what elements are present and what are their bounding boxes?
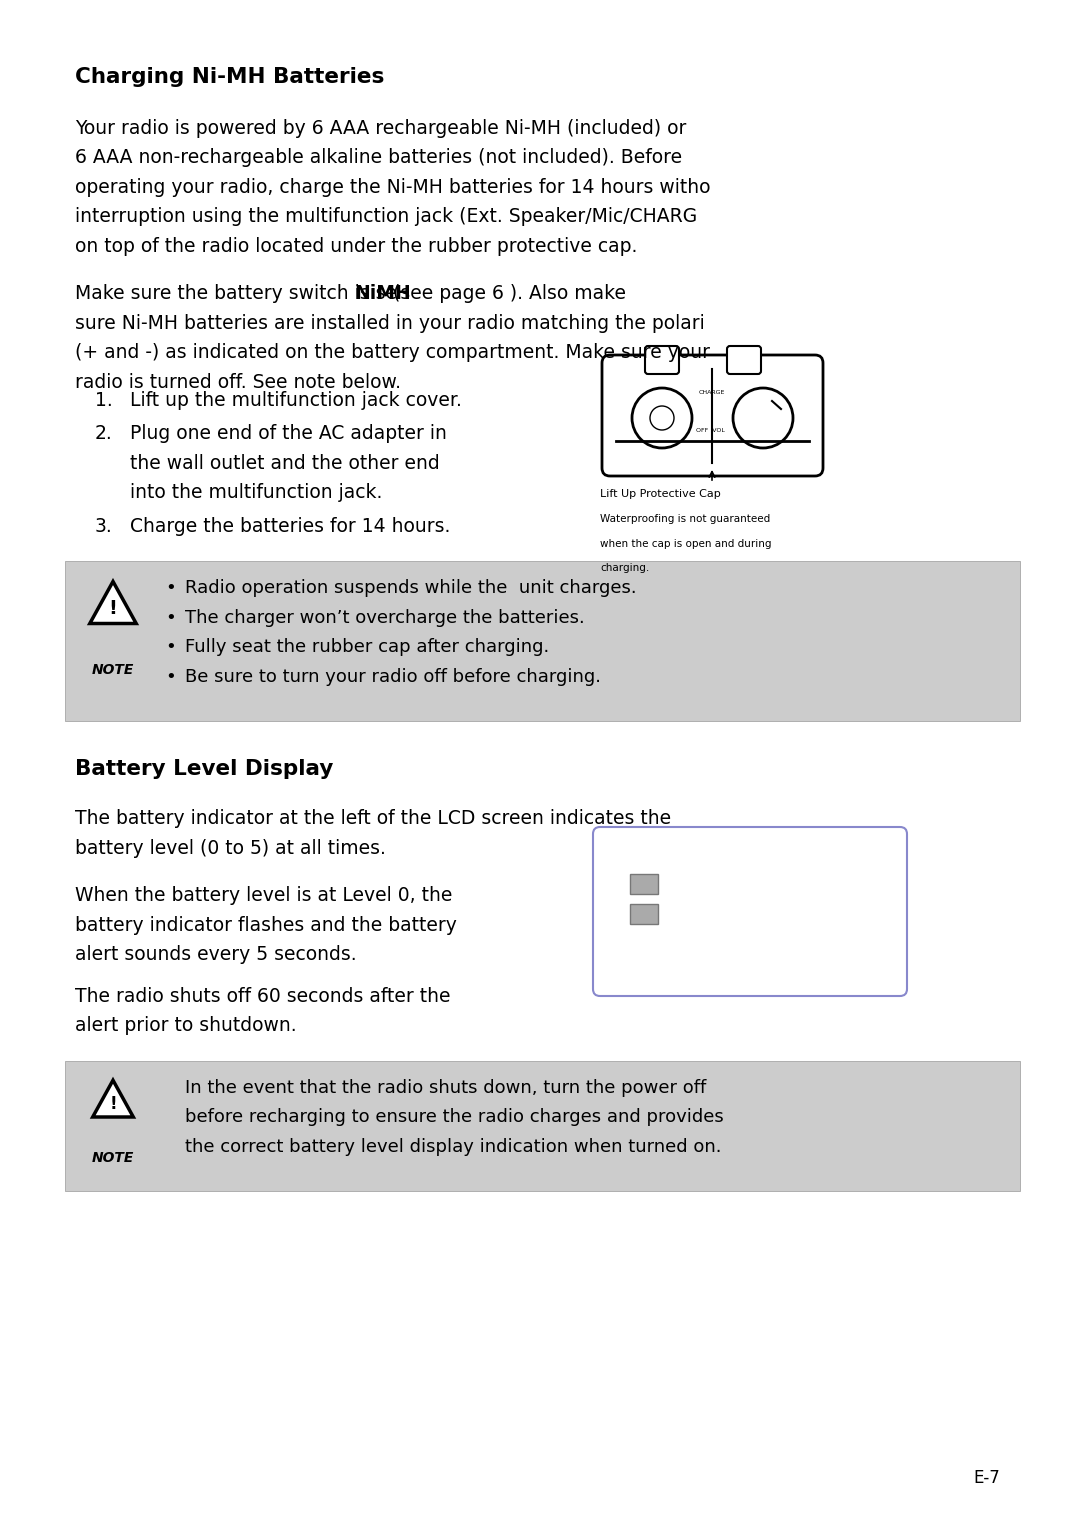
FancyBboxPatch shape (630, 874, 658, 893)
FancyBboxPatch shape (593, 826, 907, 995)
Text: NOTE: NOTE (92, 664, 134, 677)
Text: before recharging to ensure the radio charges and provides: before recharging to ensure the radio ch… (185, 1108, 724, 1126)
Text: Make sure the battery switch is se: Make sure the battery switch is se (75, 285, 397, 303)
Text: battery indicator flashes and the battery: battery indicator flashes and the batter… (75, 916, 457, 935)
Polygon shape (93, 1081, 133, 1117)
Text: •: • (165, 668, 176, 686)
Text: charging.: charging. (600, 563, 649, 572)
Text: NiMH: NiMH (354, 285, 410, 303)
Text: Waterproofing is not guaranteed: Waterproofing is not guaranteed (600, 514, 770, 524)
Text: alert prior to shutdown.: alert prior to shutdown. (75, 1017, 297, 1035)
FancyBboxPatch shape (727, 345, 761, 374)
Text: •: • (165, 639, 176, 656)
Polygon shape (90, 581, 136, 624)
Text: sure Ni-MH batteries are installed in your radio matching the polari: sure Ni-MH batteries are installed in yo… (75, 314, 705, 333)
Text: into the multifunction jack.: into the multifunction jack. (130, 484, 382, 502)
FancyBboxPatch shape (65, 562, 1020, 721)
Text: •: • (165, 609, 176, 627)
Text: the wall outlet and the other end: the wall outlet and the other end (130, 454, 440, 473)
Text: battery level (0 to 5) at all times.: battery level (0 to 5) at all times. (75, 839, 386, 858)
Text: 2.: 2. (95, 425, 112, 443)
Text: The radio shuts off 60 seconds after the: The radio shuts off 60 seconds after the (75, 986, 450, 1006)
Text: Lift up the multifunction jack cover.: Lift up the multifunction jack cover. (130, 391, 462, 409)
Text: radio is turned off. See note below.: radio is turned off. See note below. (75, 373, 401, 393)
Text: Radio operation suspends while the  unit charges.: Radio operation suspends while the unit … (185, 580, 636, 598)
FancyBboxPatch shape (645, 345, 679, 374)
Text: CHARGE: CHARGE (699, 391, 725, 396)
Text: Charging Ni-MH Batteries: Charging Ni-MH Batteries (75, 67, 384, 87)
Text: Fully seat the rubber cap after charging.: Fully seat the rubber cap after charging… (185, 639, 550, 656)
FancyBboxPatch shape (630, 904, 658, 924)
Text: (+ and -) as indicated on the battery compartment. Make sure your: (+ and -) as indicated on the battery co… (75, 344, 710, 362)
Text: alert sounds every 5 seconds.: alert sounds every 5 seconds. (75, 945, 356, 965)
Text: !: ! (109, 600, 118, 618)
Text: on top of the radio located under the rubber protective cap.: on top of the radio located under the ru… (75, 237, 637, 256)
Text: the correct battery level display indication when turned on.: the correct battery level display indica… (185, 1138, 721, 1157)
Text: operating your radio, charge the Ni-MH batteries for 14 hours witho: operating your radio, charge the Ni-MH b… (75, 178, 711, 196)
Text: •: • (165, 580, 176, 598)
Text: Battery Level Display: Battery Level Display (75, 759, 334, 779)
Text: Your radio is powered by 6 AAA rechargeable Ni-MH (included) or: Your radio is powered by 6 AAA rechargea… (75, 119, 687, 139)
FancyBboxPatch shape (602, 355, 823, 476)
Text: Plug one end of the AC adapter in: Plug one end of the AC adapter in (130, 425, 447, 443)
Text: 6 AAA non-rechargeable alkaline batteries (not included). Before: 6 AAA non-rechargeable alkaline batterie… (75, 149, 683, 167)
Text: interruption using the multifunction jack (Ext. Speaker/Mic/CHARG: interruption using the multifunction jac… (75, 207, 698, 227)
Text: NOTE: NOTE (92, 1151, 134, 1164)
Text: When the battery level is at Level 0, the: When the battery level is at Level 0, th… (75, 886, 453, 906)
Text: Lift Up Protective Cap: Lift Up Protective Cap (600, 489, 720, 499)
Text: Charge the batteries for 14 hours.: Charge the batteries for 14 hours. (130, 517, 450, 536)
Text: 3.: 3. (95, 517, 112, 536)
Text: In the event that the radio shuts down, turn the power off: In the event that the radio shuts down, … (185, 1079, 706, 1097)
FancyBboxPatch shape (65, 1061, 1020, 1192)
Text: !: ! (109, 1094, 117, 1113)
Text: (see page 6 ). Also make: (see page 6 ). Also make (387, 285, 625, 303)
Text: OFF  VOL: OFF VOL (696, 429, 725, 434)
Text: The battery indicator at the left of the LCD screen indicates the: The battery indicator at the left of the… (75, 810, 671, 828)
Text: Be sure to turn your radio off before charging.: Be sure to turn your radio off before ch… (185, 668, 600, 686)
Text: The charger won’t overcharge the batteries.: The charger won’t overcharge the batteri… (185, 609, 584, 627)
Text: E-7: E-7 (973, 1469, 1000, 1487)
Text: 1.: 1. (95, 391, 112, 409)
Text: when the cap is open and during: when the cap is open and during (600, 539, 771, 549)
